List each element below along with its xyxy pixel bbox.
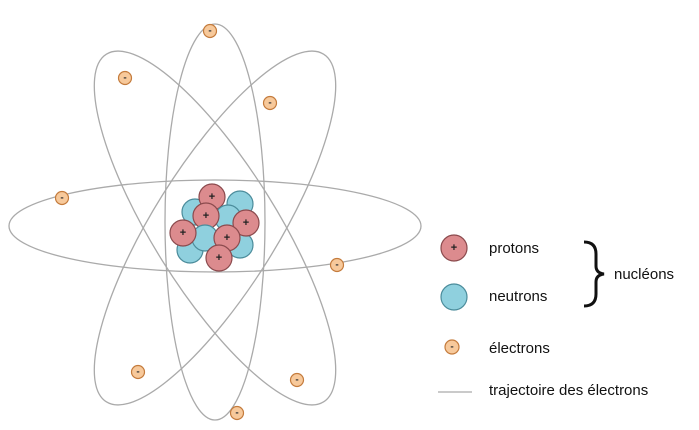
- legend-nucleons: nucléons: [614, 266, 674, 283]
- atom-diagram: ++++++ -------- + protons neutrons nuclé…: [0, 0, 699, 430]
- legend: + protons neutrons nucléons - électrons …: [438, 235, 674, 399]
- proton-sign: +: [209, 191, 215, 203]
- proton-sign: +: [243, 217, 249, 229]
- nucleus: ++++++: [170, 184, 259, 271]
- electron-sign: -: [335, 260, 338, 271]
- legend-electrons: électrons: [489, 340, 550, 357]
- proton-sign: +: [203, 210, 209, 222]
- brace: [584, 242, 604, 306]
- legend-trajectory: trajectoire des électrons: [489, 382, 648, 399]
- electron-sign: -: [295, 375, 298, 386]
- electron-sign: -: [208, 26, 211, 37]
- legend-neutron: [441, 284, 467, 310]
- electron-sign: -: [235, 408, 238, 419]
- electron-sign: -: [123, 73, 126, 84]
- electron-sign: -: [450, 342, 453, 353]
- electron-sign: -: [60, 193, 63, 204]
- legend-neutrons: neutrons: [489, 288, 547, 305]
- legend-protons: protons: [489, 240, 539, 257]
- electron-sign: -: [136, 367, 139, 378]
- proton-sign: +: [180, 227, 186, 239]
- proton-sign: +: [451, 242, 457, 254]
- electron-sign: -: [268, 98, 271, 109]
- proton-sign: +: [224, 232, 230, 244]
- proton-sign: +: [216, 252, 222, 264]
